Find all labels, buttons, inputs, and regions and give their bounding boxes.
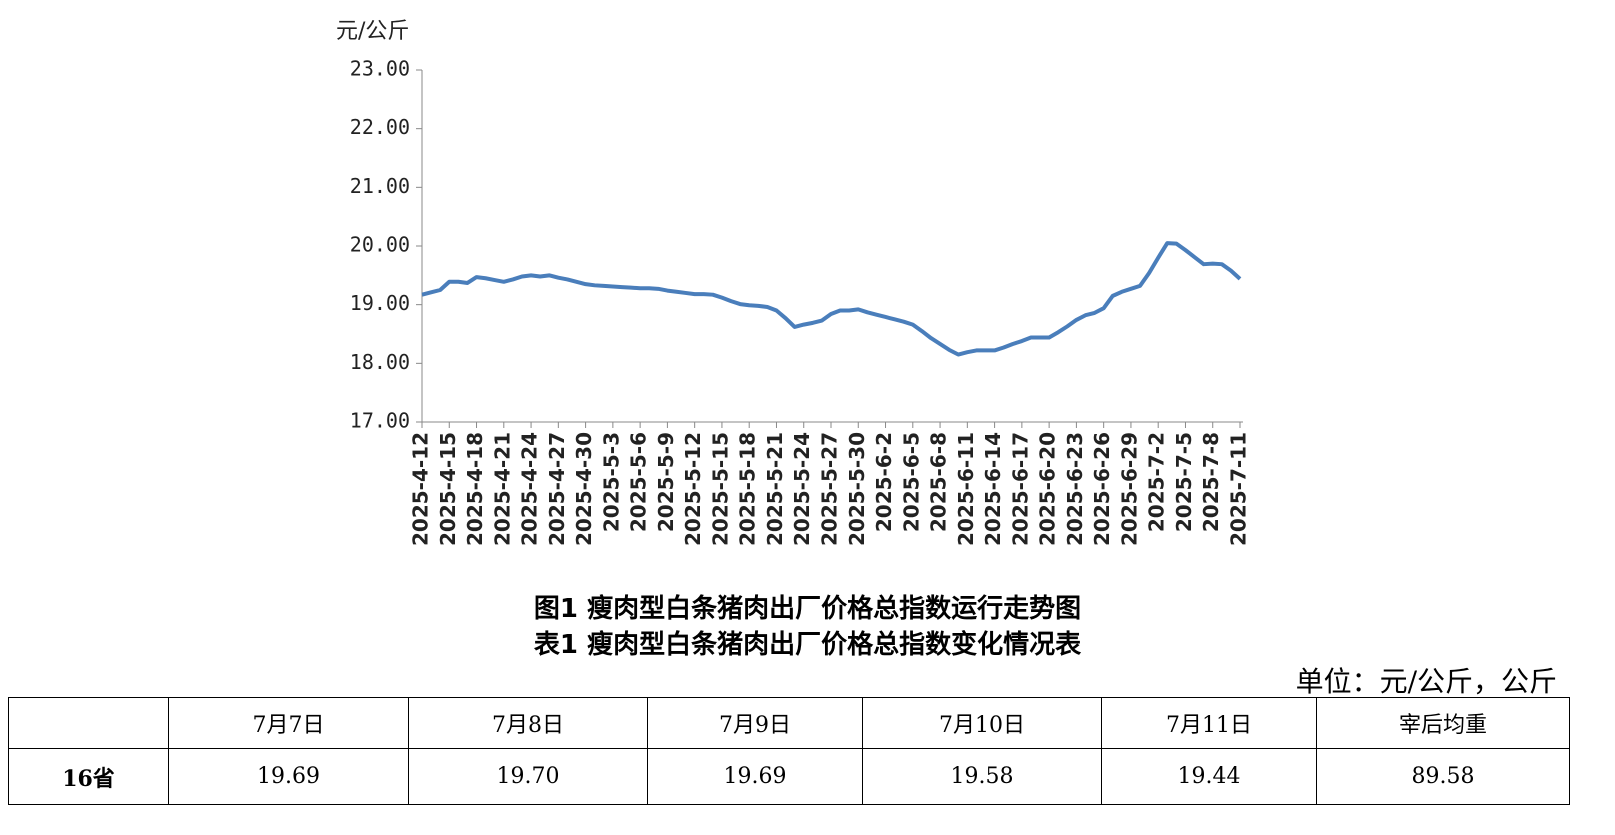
x-tick-label: 2025-4-24: [518, 432, 542, 546]
x-tick-label: 2025-6-11: [954, 432, 978, 546]
header-cell: 7月9日: [647, 697, 863, 749]
cell: 19.44: [1101, 748, 1317, 805]
x-tick-label: 2025-5-15: [708, 432, 732, 546]
y-axis-label: 元/公斤: [336, 19, 409, 44]
cell: 89.58: [1316, 748, 1570, 805]
x-tick-label: 2025-7-2: [1145, 432, 1169, 532]
y-tick-label: 21.00: [350, 174, 410, 198]
x-tick-label: 2025-6-17: [1008, 432, 1032, 546]
x-tick-label: 2025-5-9: [654, 432, 678, 532]
cell: 19.70: [408, 748, 648, 805]
y-tick-label: 23.00: [350, 57, 410, 81]
x-tick-label: 2025-5-27: [818, 432, 842, 546]
figure-caption: 图1 瘦肉型白条猪肉出厂价格总指数运行走势图: [533, 594, 1082, 624]
x-tick-label: 2025-4-18: [463, 432, 487, 546]
x-tick-label: 2025-7-8: [1199, 432, 1223, 532]
header-cell: 7月8日: [408, 697, 648, 749]
x-tick-label: 2025-6-8: [927, 432, 951, 532]
x-tick-label: 2025-5-3: [599, 432, 623, 532]
header-cell: 7月10日: [862, 697, 1102, 749]
cell: 19.69: [647, 748, 863, 805]
header-row: 7月7日 7月8日 7月9日 7月10日 7月11日 宰后均重: [8, 697, 1570, 749]
row-label: 16省: [8, 748, 169, 805]
x-tick-label: 2025-4-27: [545, 432, 569, 546]
x-tick-label: 2025-6-23: [1063, 432, 1087, 546]
y-tick-label: 18.00: [350, 350, 410, 374]
header-cell: 7月7日: [168, 697, 409, 749]
x-tick-label: 2025-5-18: [736, 432, 760, 546]
table-caption: 表1 瘦肉型白条猪肉出厂价格总指数变化情况表: [533, 630, 1082, 660]
x-tick-label: 2025-7-11: [1227, 432, 1251, 546]
x-tick-label: 2025-4-21: [490, 432, 514, 546]
cell: 19.58: [862, 748, 1102, 805]
unit-note: 单位：元/公斤，公斤: [1295, 665, 1557, 698]
series-line: [421, 241, 1242, 357]
x-tick-label: 2025-5-24: [790, 432, 814, 546]
y-tick-label: 20.00: [350, 233, 410, 257]
x-tick-label: 2025-5-30: [845, 432, 869, 546]
data-table: 7月7日 7月8日 7月9日 7月10日 7月11日 宰后均重 16省 19.6…: [8, 697, 1570, 805]
x-tick-label: 2025-5-6: [627, 432, 651, 532]
cell: 19.69: [168, 748, 409, 805]
x-tick-label: 2025-4-30: [572, 432, 596, 546]
x-tick-label: 2025-6-2: [872, 432, 896, 532]
x-tick-label: 2025-4-15: [436, 432, 460, 546]
x-tick-label: 2025-7-5: [1172, 432, 1196, 532]
x-tick-label: 2025-6-14: [981, 432, 1005, 546]
y-tick-label: 17.00: [350, 409, 410, 433]
x-tick-label: 2025-6-26: [1090, 432, 1114, 546]
x-tick-label: 2025-6-20: [1036, 432, 1060, 546]
x-tick-label: 2025-4-12: [409, 432, 433, 546]
x-tick-label: 2025-5-12: [681, 432, 705, 546]
header-cell: 7月11日: [1101, 697, 1317, 749]
y-tick-label: 19.00: [350, 291, 410, 315]
x-tick-label: 2025-5-21: [763, 432, 787, 546]
data-row: 16省 19.69 19.70 19.69 19.58 19.44 89.58: [8, 748, 1570, 805]
x-tick-label: 2025-6-29: [1117, 432, 1141, 546]
header-cell: [8, 697, 169, 749]
header-cell: 宰后均重: [1316, 697, 1570, 749]
chart: 元/公斤 17.00 18.00 19.00 20.00 21.00 22.00 23.00…: [336, 19, 1251, 546]
x-tick-label: 2025-6-5: [899, 432, 923, 532]
y-tick-label: 22.00: [350, 115, 410, 139]
